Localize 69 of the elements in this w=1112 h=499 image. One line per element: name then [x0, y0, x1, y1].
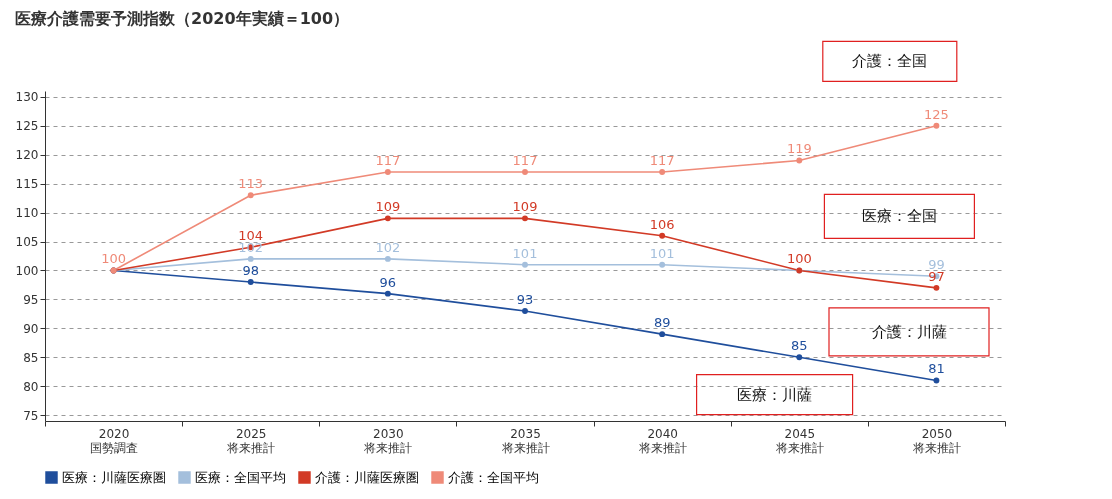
x-tick-label: 2030 将来推計: [363, 426, 413, 455]
data-label: 117: [512, 153, 538, 169]
y-tick-label: 95: [23, 292, 39, 307]
text: 介護：全国: [852, 52, 928, 71]
point: [796, 354, 803, 361]
point: [522, 308, 528, 314]
point: [522, 169, 528, 175]
data-label: 98: [242, 263, 259, 279]
data-label: 101: [649, 245, 675, 261]
data-label: 106: [649, 216, 675, 232]
data-label: 109: [512, 199, 538, 215]
point: [659, 331, 666, 338]
data-label: 102: [375, 239, 401, 255]
point: [247, 279, 254, 285]
point: [384, 169, 391, 175]
point: [247, 255, 254, 262]
point: [933, 377, 940, 384]
y-tick-label: 105: [15, 235, 39, 250]
point: [522, 261, 528, 268]
point: [247, 192, 254, 199]
y-tick-label: 115: [15, 177, 39, 192]
legend-label: 介護：川薩医療圏: [315, 469, 419, 485]
legend-label: 医療：全国平均: [195, 469, 286, 485]
annotation: 介護：川薩: [871, 322, 947, 341]
data-label: 100: [101, 251, 126, 267]
y-tick-label: 130: [15, 90, 39, 105]
y-tick-label: 120: [15, 148, 39, 163]
y-tick-label: 80: [23, 379, 39, 394]
y-tick-label: 90: [23, 321, 39, 336]
x-tick-label: 2050 将来推計: [911, 426, 961, 455]
y-tick-label: 85: [23, 350, 39, 365]
data-label: 85: [791, 338, 808, 354]
data-label: 100: [786, 251, 812, 267]
point: [384, 215, 391, 222]
point: [933, 122, 940, 129]
point: [659, 261, 666, 268]
y-tick-label: 125: [15, 119, 39, 134]
y-tick-label: 75: [23, 408, 39, 423]
data-label: 89: [653, 315, 671, 331]
x-tick-label: 2020 国勢調査: [90, 426, 139, 455]
data-label: 117: [649, 153, 675, 169]
point: [659, 169, 666, 175]
point: [659, 232, 666, 239]
point: [522, 215, 528, 222]
data-label: 81: [928, 361, 945, 377]
point: [384, 255, 391, 262]
data-label: 96: [379, 274, 397, 290]
x-tick-label: 2035 将来推計: [500, 426, 550, 455]
x-tick-label: 2040 将来推計: [637, 426, 687, 455]
legend-label: 介護：全国平均: [448, 469, 539, 485]
data-label: 104: [238, 228, 264, 244]
data-label: 119: [786, 141, 812, 157]
legend-label: 医療：川薩医療圏: [62, 469, 166, 485]
x-tick-label: 2045 将来推計: [774, 426, 824, 455]
point: [933, 284, 940, 291]
annotation: 医療：川薩: [737, 385, 813, 404]
data-label: 125: [924, 106, 949, 122]
point: [384, 290, 391, 297]
annotation: 医療：全国: [861, 207, 937, 226]
data-label: 113: [238, 176, 264, 192]
data-label: 101: [512, 245, 538, 261]
data-label: 117: [375, 153, 401, 169]
data-label: 93: [516, 292, 534, 307]
x-tick-label: 2025 将来推計: [226, 426, 276, 455]
y-tick-label: 100: [15, 263, 39, 278]
y-tick-label: 110: [15, 206, 39, 221]
point: [796, 157, 803, 164]
data-label: 109: [375, 199, 401, 215]
chart-title: 医療介護需要予測指数（2020年実績＝100）: [15, 8, 350, 28]
